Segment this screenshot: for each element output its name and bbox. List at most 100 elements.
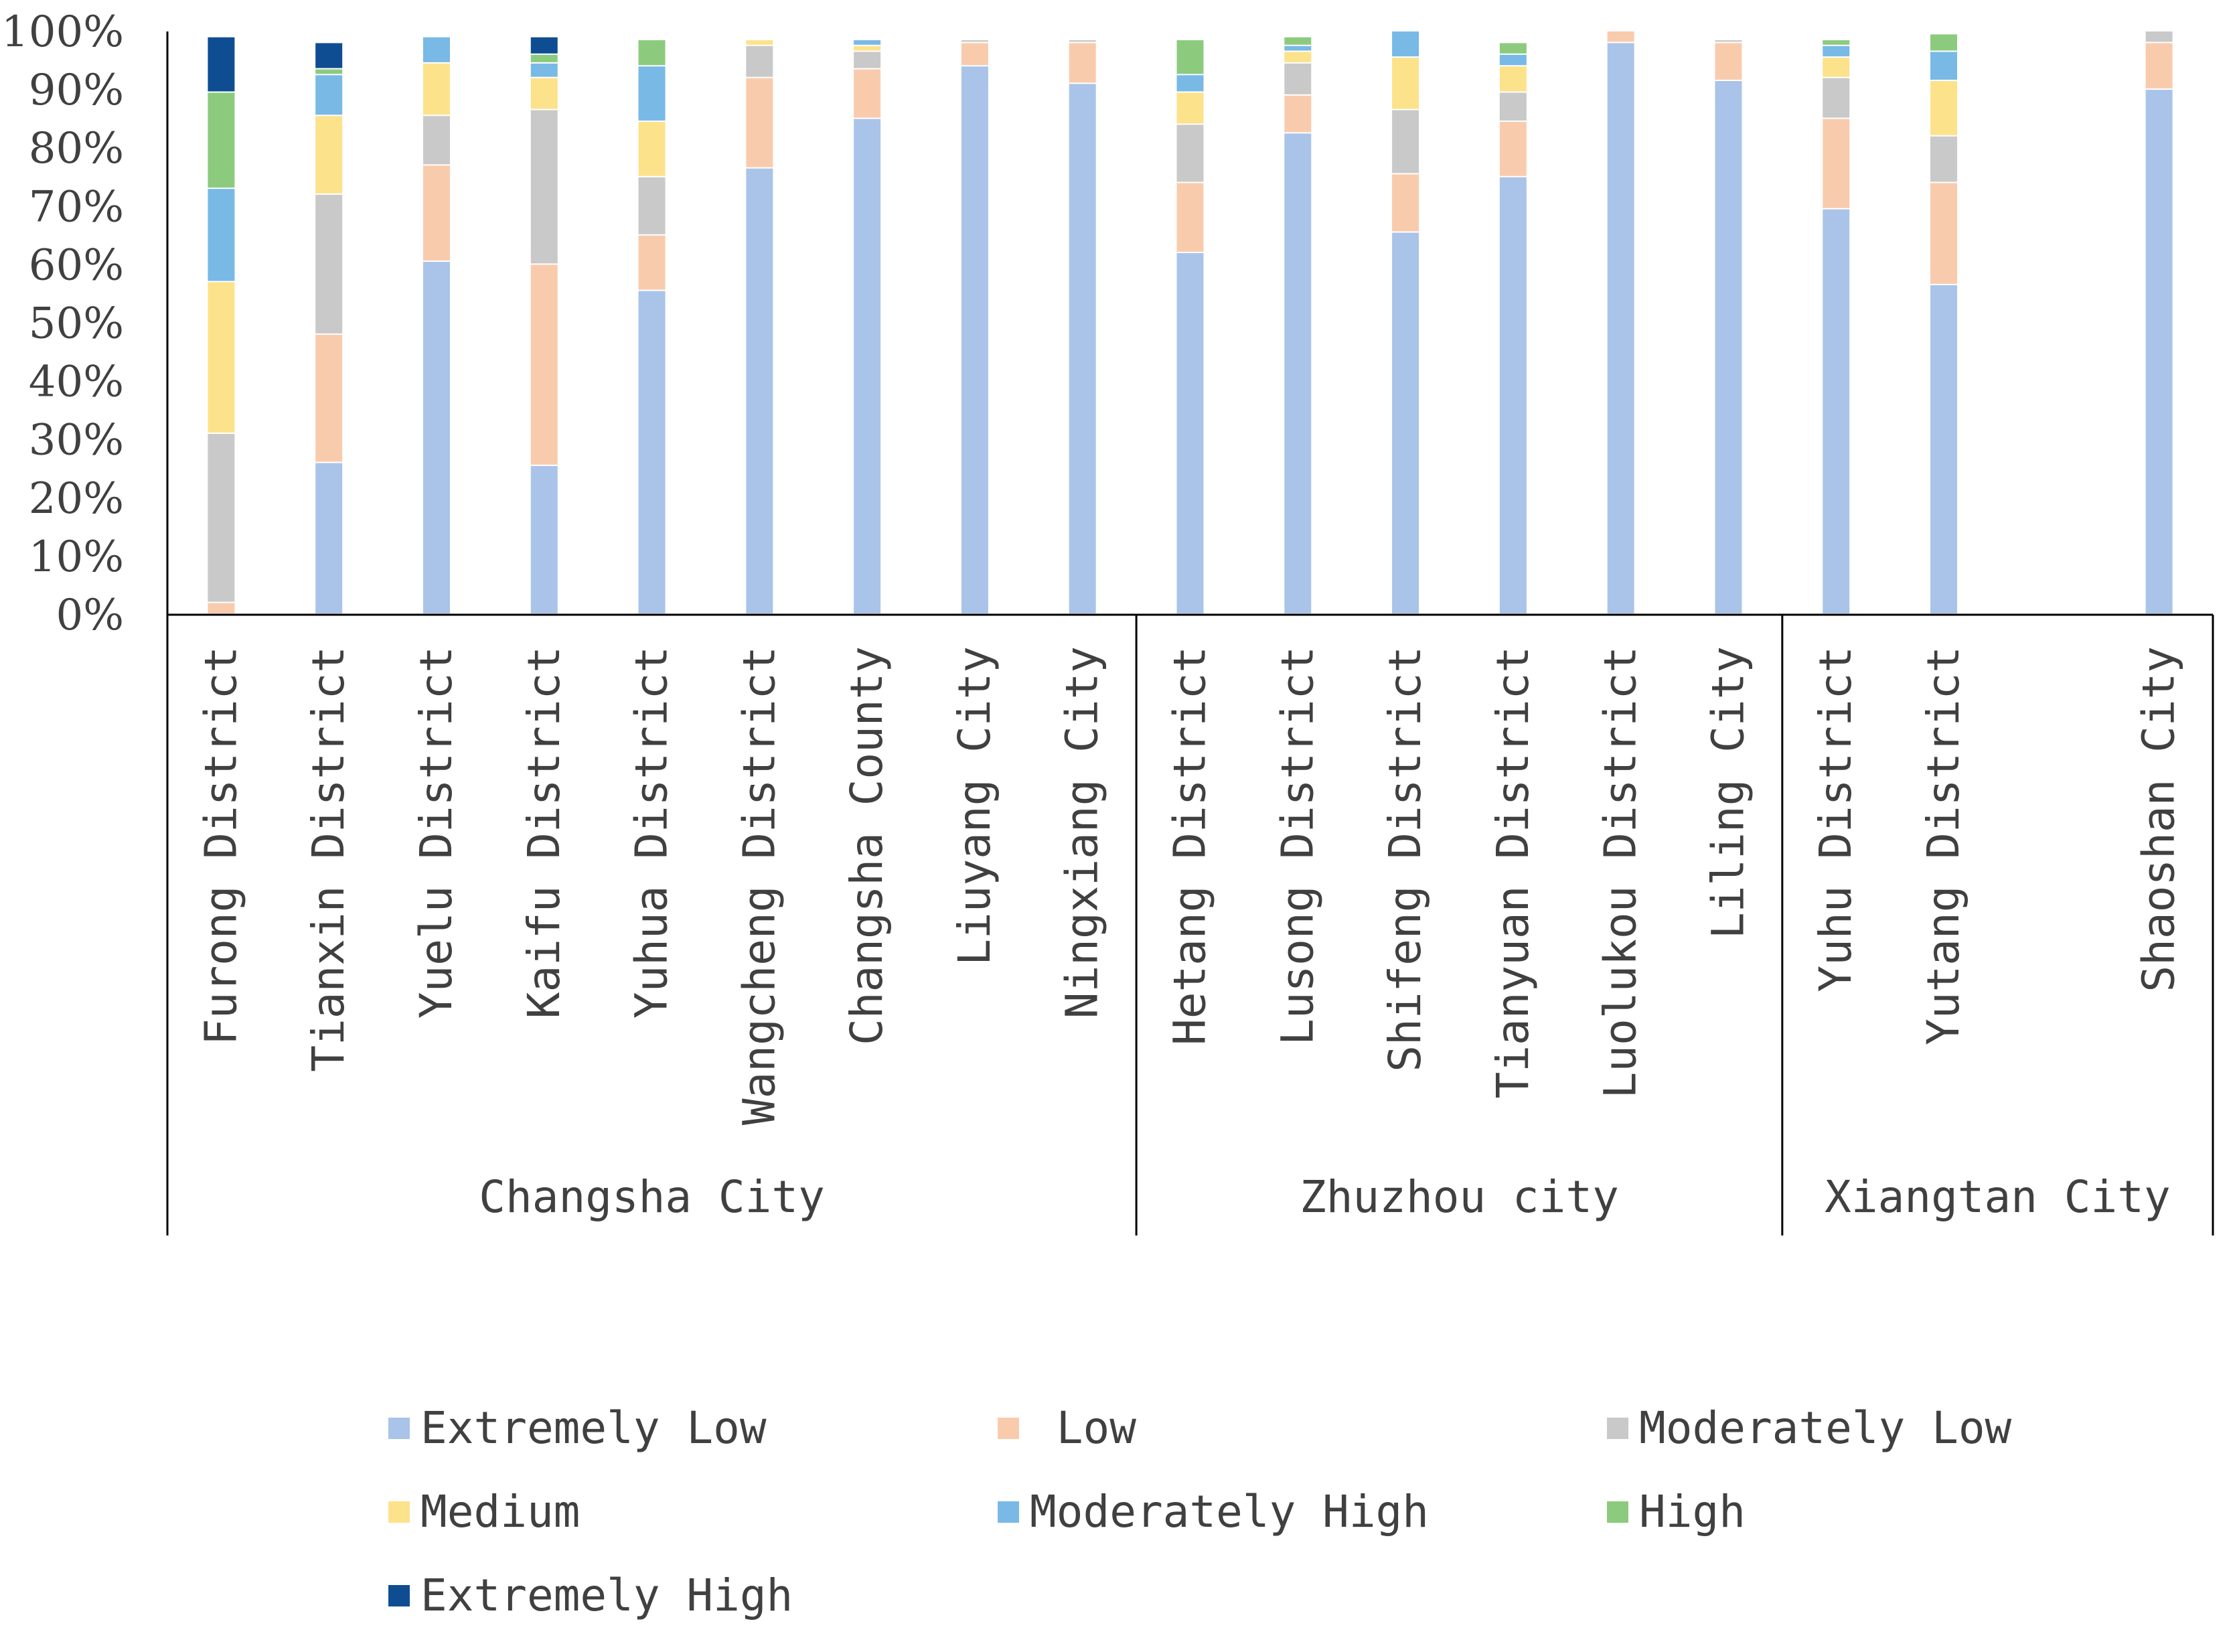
bar-medium-9 — [1176, 92, 1204, 124]
bar-medium-2 — [422, 63, 450, 115]
bar-moderately-high-1 — [315, 75, 343, 115]
bar-medium-4 — [638, 122, 666, 176]
bar-medium-5 — [746, 40, 773, 45]
x-category-label: Yuhu District — [1810, 646, 1861, 992]
legend-swatch — [388, 1418, 410, 1439]
bar-low-8 — [1069, 43, 1096, 83]
bar-extremely-low-12 — [1499, 177, 1527, 613]
x-category-label: Ningxiang City — [1057, 646, 1108, 1019]
x-category-label: Wangcheng District — [733, 646, 785, 1125]
bar-low-13 — [1607, 31, 1634, 42]
bar-high-0 — [208, 92, 235, 188]
y-tick-label: 30% — [29, 416, 124, 465]
legend-swatch — [998, 1501, 1019, 1523]
bar-extremely-low-5 — [746, 168, 773, 613]
bar-extremely-high-1 — [315, 43, 343, 68]
x-category-label: Yutang District — [1918, 646, 1969, 1045]
x-category-label: Yuelu District — [410, 646, 462, 1019]
x-category-label: Furong District — [195, 646, 246, 1045]
bar-low-4 — [638, 235, 666, 290]
bar-moderately-low-4 — [638, 177, 666, 234]
bar-moderately-low-12 — [1499, 92, 1527, 121]
bar-moderately-low-8 — [1069, 40, 1096, 42]
y-tick-label: 90% — [29, 66, 124, 115]
legend-swatch — [998, 1418, 1019, 1439]
bar-medium-16 — [1930, 81, 1958, 135]
x-category-label: Tianyuan District — [1487, 646, 1539, 1099]
bar-low-1 — [315, 334, 343, 462]
bar-medium-0 — [208, 282, 235, 433]
bar-low-11 — [1392, 174, 1419, 232]
x-category-label: Shifeng District — [1379, 646, 1431, 1072]
bar-moderately-high-4 — [638, 66, 666, 121]
bar-high-3 — [530, 54, 558, 62]
bar-extremely-low-16 — [1930, 285, 1958, 613]
legend-label: Medium — [420, 1486, 580, 1537]
legend-swatch — [1607, 1501, 1628, 1523]
x-category-label: Lusong District — [1271, 646, 1323, 1045]
bar-low-16 — [1930, 183, 1958, 284]
bar-moderately-low-9 — [1176, 125, 1204, 182]
bar-low-12 — [1499, 122, 1527, 176]
x-category-label: Luolukou District — [1595, 646, 1646, 1099]
bar-moderately-high-12 — [1499, 54, 1527, 66]
bar-extremely-low-15 — [1823, 209, 1850, 613]
y-tick-label: 50% — [29, 299, 124, 349]
bar-moderately-high-9 — [1176, 75, 1204, 92]
bar-low-6 — [854, 69, 881, 118]
bar-moderately-low-14 — [1715, 40, 1742, 42]
bar-low-10 — [1284, 95, 1312, 133]
legend-label: High — [1639, 1486, 1746, 1537]
bar-medium-12 — [1499, 66, 1527, 92]
y-tick-label: 100% — [1, 7, 124, 57]
bar-high-9 — [1176, 40, 1204, 74]
x-category-label: Hetang District — [1164, 646, 1216, 1045]
legend-label: Low — [1030, 1402, 1136, 1454]
bar-medium-1 — [315, 116, 343, 194]
bar-moderately-high-10 — [1284, 46, 1312, 51]
legend-label: Extremely Low — [420, 1402, 767, 1454]
legend-swatch — [388, 1585, 410, 1606]
bar-low-0 — [208, 603, 235, 613]
bar-moderately-low-2 — [422, 116, 450, 165]
group-label: Changsha City — [479, 1171, 825, 1223]
axes-layer — [166, 31, 2214, 1235]
bar-extremely-high-0 — [208, 37, 235, 92]
bar-low-14 — [1715, 43, 1742, 80]
y-tick-label: 0% — [56, 591, 124, 640]
bar-moderately-low-10 — [1284, 63, 1312, 94]
bar-high-16 — [1930, 34, 1958, 51]
bar-low-7 — [961, 43, 988, 66]
bar-low-3 — [530, 265, 558, 465]
bar-moderately-low-15 — [1823, 78, 1850, 118]
bar-moderately-high-3 — [530, 63, 558, 77]
bar-medium-6 — [854, 46, 881, 51]
bars-layer — [208, 31, 2173, 614]
bar-low-5 — [746, 78, 773, 167]
bar-extremely-low-9 — [1176, 252, 1204, 614]
legend-label: Moderately Low — [1639, 1402, 2012, 1454]
legend-label: Moderately High — [1030, 1486, 1429, 1537]
bar-moderately-high-0 — [208, 189, 235, 281]
bar-extremely-low-7 — [961, 66, 988, 613]
bar-moderately-low-5 — [746, 46, 773, 77]
group-label: Zhuzhou city — [1300, 1171, 1619, 1223]
legend-swatch — [388, 1501, 410, 1523]
bar-medium-11 — [1392, 58, 1419, 109]
bar-low-15 — [1823, 119, 1850, 208]
bar-moderately-low-11 — [1392, 110, 1419, 173]
x-category-label: Liling City — [1702, 646, 1754, 939]
y-tick-label: 70% — [29, 182, 124, 232]
bar-moderately-low-0 — [208, 433, 235, 602]
bar-extremely-low-4 — [638, 291, 666, 613]
bar-high-15 — [1823, 40, 1850, 45]
bar-extremely-low-1 — [315, 463, 343, 613]
x-category-label: Tianxin District — [303, 646, 354, 1072]
y-tick-label: 80% — [29, 124, 124, 173]
bar-high-4 — [638, 40, 666, 66]
x-category-label: Yuhua District — [626, 646, 678, 1019]
x-category-label: Shaoshan City — [2133, 646, 2185, 992]
bar-moderately-high-16 — [1930, 52, 1958, 80]
y-tick-label: 40% — [29, 358, 124, 407]
